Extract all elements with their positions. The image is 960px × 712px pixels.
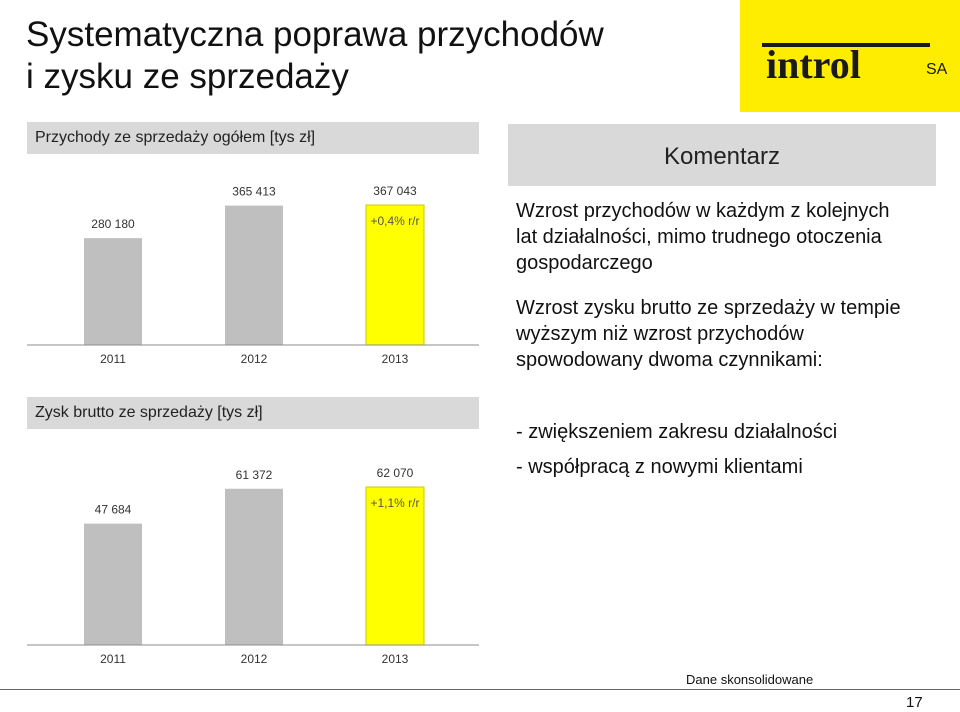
logo-wordmark: introl [766,42,861,87]
bar-2011 [84,238,142,345]
logo-suffix: SA [926,61,948,78]
footnote: Dane skonsolidowane [686,672,814,687]
tick-label-2011: 2011 [100,352,126,366]
growth-annotation: +0,4% r/r [370,214,419,228]
tick-label-2011: 2011 [100,652,126,666]
title-line-2: i zysku ze sprzedaży [26,57,349,96]
comment-bullet-1: - zwiększeniem zakresu działalności [516,421,838,443]
comment-header: Komentarz [508,124,936,186]
value-label-2012: 61 372 [236,468,273,482]
tick-label-2012: 2012 [241,352,268,366]
value-label-2011: 47 684 [95,503,132,517]
slide-title: Systematyczna poprawa przychodów i zysku… [26,14,726,98]
revenue-chart-title: Przychody ze sprzedaży ogółem [tys zł] [27,122,479,154]
logo-graphic: introl SA [762,42,948,87]
value-label-2013: 367 043 [373,184,417,198]
growth-annotation: +1,1% r/r [370,496,419,510]
page-number: 17 [906,694,923,711]
company-logo: introl SA [740,0,960,112]
tick-label-2012: 2012 [241,652,268,666]
tick-label-2013: 2013 [382,352,409,366]
bar-2011 [84,523,142,645]
comment-bullet-2: - współpracą z nowymi klientami [516,456,803,478]
revenue-chart: 280 180 2011 365 413 2012 367 043 2013 +0,4% r… [27,184,479,366]
tick-label-2013: 2013 [382,652,409,666]
bar-2012 [225,205,283,345]
profit-chart-title: Zysk brutto ze sprzedaży [tys zł] [27,397,479,429]
title-line-1: Systematyczna poprawa przychodów [26,15,604,54]
comment-paragraph-2: Wzrost zysku brutto ze sprzedaży w tempi… [516,297,901,371]
value-label-2013: 62 070 [377,466,414,480]
bar-2013 [365,486,425,646]
bar-2012 [225,488,283,645]
value-label-2011: 280 180 [91,217,135,231]
profit-chart: 47 684 2011 61 372 2012 62 070 2013 +1,1% r/r [27,466,479,666]
comment-paragraph-1: Wzrost przychodów w każdym z kolejnych l… [516,200,890,274]
value-label-2012: 365 413 [232,185,276,199]
footer-divider [0,689,960,690]
